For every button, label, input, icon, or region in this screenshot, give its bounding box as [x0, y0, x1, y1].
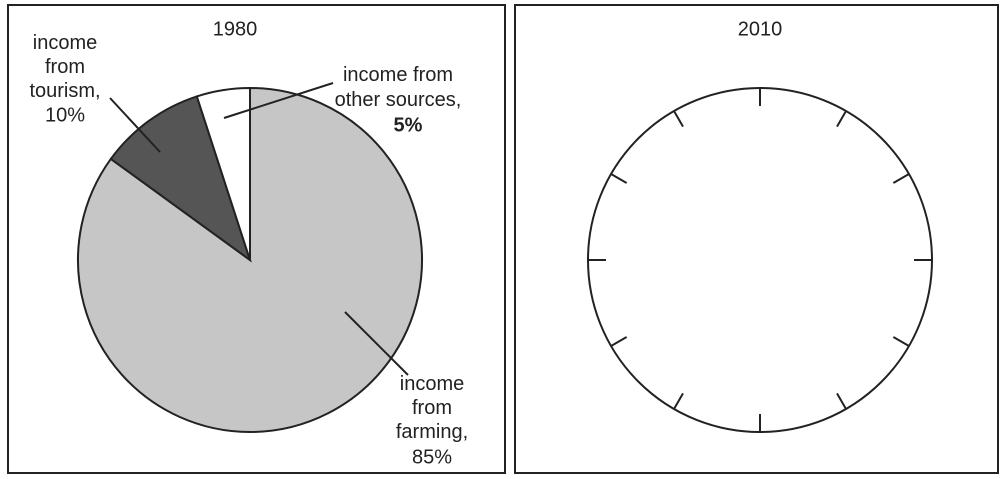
dial-mark — [673, 110, 684, 128]
empty-pie — [587, 87, 933, 433]
slice-label: income from farming, — [396, 373, 468, 443]
leader-line — [344, 311, 409, 376]
value-label: 10% — [45, 104, 85, 126]
dial-mark — [892, 173, 910, 184]
dial-mark — [892, 336, 910, 347]
pie-slice — [195, 86, 251, 261]
dial-mark — [836, 392, 847, 410]
leader-line — [223, 82, 334, 119]
dial-mark — [836, 110, 847, 128]
slice-label: income from tourism, — [29, 32, 100, 102]
chart-title: 1980 — [213, 18, 258, 40]
leader-line — [109, 97, 161, 153]
dial-mark — [610, 336, 628, 347]
value-label: 5% — [394, 114, 423, 136]
panel-frame — [514, 4, 999, 474]
value-label: 85% — [412, 446, 452, 468]
dial-mark — [610, 173, 628, 184]
panel-frame — [7, 4, 506, 474]
chart-title: 2010 — [738, 18, 783, 40]
dial-mark — [673, 392, 684, 410]
slice-label: income from other sources, — [335, 64, 462, 111]
